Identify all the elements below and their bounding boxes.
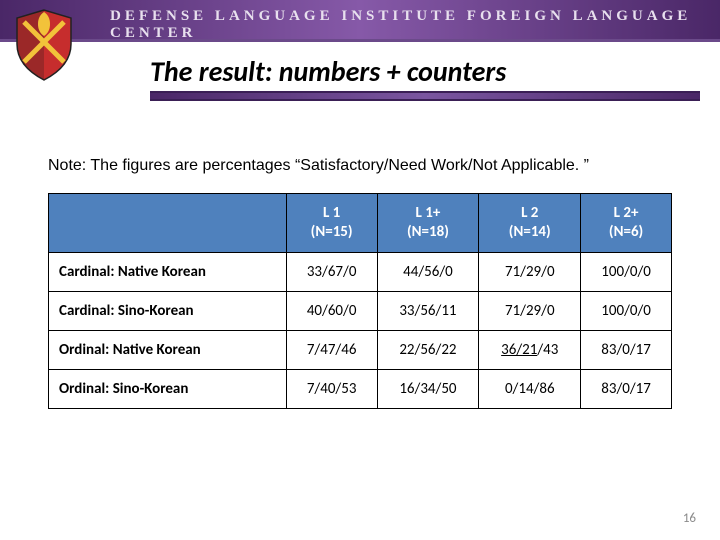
- table-header-blank: [49, 194, 287, 253]
- cell: 33/56/11: [377, 291, 479, 330]
- table-header-row: L 1 (N=15) L 1+ (N=18) L 2 (N=14) L 2+ (…: [49, 194, 672, 253]
- slide-title: The result: numbers + counters: [150, 54, 700, 89]
- table-col-l2: L 2 (N=14): [479, 194, 581, 253]
- cell: 100/0/0: [581, 291, 672, 330]
- col-n: (N=6): [587, 223, 665, 242]
- cell: 40/60/0: [286, 291, 377, 330]
- col-label: L 2+: [587, 204, 665, 223]
- row-head: Ordinal: Native Korean: [49, 330, 287, 369]
- cell: 0/14/86: [479, 369, 581, 408]
- table-col-l1plus: L 1+ (N=18): [377, 194, 479, 253]
- row-head: Cardinal: Sino-Korean: [49, 291, 287, 330]
- cell: 71/29/0: [479, 252, 581, 291]
- table-row: Cardinal: Native Korean 33/67/0 44/56/0 …: [49, 252, 672, 291]
- cell-with-underline: 36/21/43: [479, 330, 581, 369]
- results-table: L 1 (N=15) L 1+ (N=18) L 2 (N=14) L 2+ (…: [48, 193, 672, 409]
- col-label: L 1: [293, 204, 371, 223]
- cell: 83/0/17: [581, 330, 672, 369]
- top-banner: DEFENSE LANGUAGE INSTITUTE FOREIGN LANGU…: [0, 0, 720, 42]
- table-row: Cardinal: Sino-Korean 40/60/0 33/56/11 7…: [49, 291, 672, 330]
- cell: 71/29/0: [479, 291, 581, 330]
- institute-crest-icon: [14, 8, 74, 82]
- table-row: Ordinal: Native Korean 7/47/46 22/56/22 …: [49, 330, 672, 369]
- cell: 44/56/0: [377, 252, 479, 291]
- title-underline: [150, 93, 700, 99]
- cell: 7/40/53: [286, 369, 377, 408]
- table-col-l2plus: L 2+ (N=6): [581, 194, 672, 253]
- cell: 7/47/46: [286, 330, 377, 369]
- col-n: (N=15): [293, 223, 371, 242]
- table-col-l1: L 1 (N=15): [286, 194, 377, 253]
- col-label: L 2: [485, 204, 574, 223]
- col-label: L 1+: [384, 204, 473, 223]
- banner-org-name: DEFENSE LANGUAGE INSTITUTE FOREIGN LANGU…: [110, 8, 720, 42]
- col-n: (N=14): [485, 223, 574, 242]
- cell: 16/34/50: [377, 369, 479, 408]
- row-head: Cardinal: Native Korean: [49, 252, 287, 291]
- cell: 33/67/0: [286, 252, 377, 291]
- cell: 100/0/0: [581, 252, 672, 291]
- cell: 83/0/17: [581, 369, 672, 408]
- col-n: (N=18): [384, 223, 473, 242]
- title-row: The result: numbers + counters: [150, 54, 700, 99]
- page-number: 16: [683, 511, 696, 526]
- cell: 22/56/22: [377, 330, 479, 369]
- row-head: Ordinal: Sino-Korean: [49, 369, 287, 408]
- note-text: Note: The figures are percentages “Satis…: [48, 157, 672, 175]
- underline-span: 36/21: [501, 341, 537, 359]
- table-row: Ordinal: Sino-Korean 7/40/53 16/34/50 0/…: [49, 369, 672, 408]
